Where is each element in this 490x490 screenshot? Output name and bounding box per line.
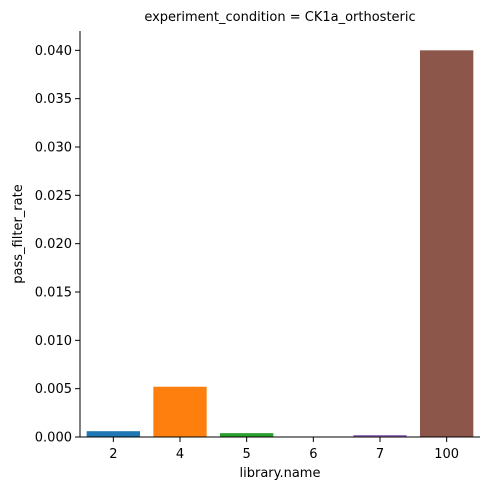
y-tick-label: 0.040 bbox=[35, 44, 72, 59]
bar-7 bbox=[353, 435, 407, 437]
y-tick-label: 0.000 bbox=[35, 431, 72, 446]
bar-2 bbox=[86, 431, 140, 437]
x-tick-label: 4 bbox=[176, 447, 184, 462]
y-tick-label: 0.035 bbox=[35, 92, 72, 107]
y-tick-label: 0.010 bbox=[35, 334, 72, 349]
bar-4 bbox=[153, 386, 207, 437]
y-tick-label: 0.020 bbox=[35, 237, 72, 252]
x-tick-label: 5 bbox=[243, 447, 251, 462]
y-axis: 0.000 0.005 0.010 0.015 0.020 0.025 0.030 0.035… bbox=[35, 31, 81, 446]
bar-100 bbox=[420, 50, 474, 437]
y-tick-label: 0.005 bbox=[35, 382, 72, 397]
x-axis-label: library.name bbox=[240, 466, 321, 481]
y-tick-label: 0.030 bbox=[35, 141, 72, 156]
x-tick-label: 100 bbox=[434, 447, 459, 462]
y-tick-label: 0.015 bbox=[35, 286, 72, 301]
x-tick-label: 7 bbox=[376, 447, 384, 462]
y-axis-label: pass_filter_rate bbox=[11, 184, 26, 283]
x-tick-label: 2 bbox=[109, 447, 117, 462]
y-tick-label: 0.025 bbox=[35, 189, 72, 204]
bar-5 bbox=[220, 433, 274, 437]
bars-group bbox=[86, 50, 474, 437]
x-axis: 2 4 5 6 7 100 bbox=[80, 436, 480, 462]
chart-title: experiment_condition = CK1a_orthosteric bbox=[144, 10, 415, 25]
x-tick-label: 6 bbox=[309, 447, 317, 462]
